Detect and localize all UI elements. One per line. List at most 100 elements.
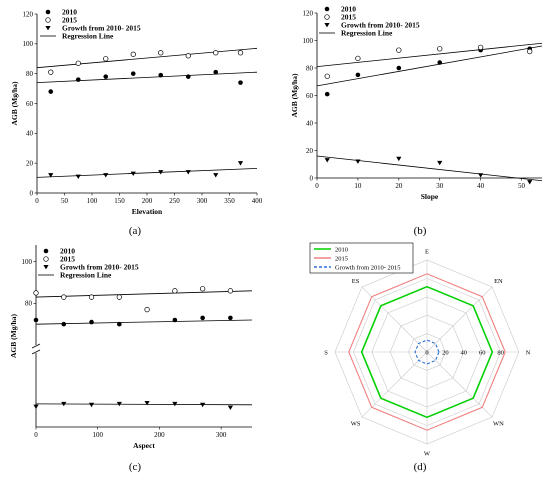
- legend-label: 2015: [60, 255, 75, 264]
- panel-d: N EN E ES S WS W WN 0 20 40 60 80 2010 2015 Growth from…: [309, 242, 531, 457]
- x-tick-label: 350: [224, 197, 235, 205]
- x-tick-label: 250: [169, 197, 180, 205]
- data-point: [227, 288, 234, 294]
- x-tick-label: 100: [87, 197, 98, 205]
- x-tick-label: 30: [436, 182, 444, 190]
- data-point: [61, 401, 67, 407]
- data-point: [355, 72, 361, 78]
- y-tick-label: 0: [30, 189, 34, 197]
- y-tick-label: 120: [23, 10, 34, 18]
- x-tick-label: 300: [197, 197, 208, 205]
- y-tick-label: 60: [26, 100, 34, 108]
- radar-axis-label: S: [324, 349, 328, 356]
- legend-label: Growth from 2010- 2015: [341, 21, 420, 30]
- data-point: [355, 55, 361, 62]
- regression-line: [35, 290, 253, 298]
- x-tick-label: 400: [252, 197, 263, 205]
- data-point: [130, 71, 136, 76]
- regression-line: [35, 319, 253, 325]
- data-point: [158, 72, 164, 78]
- data-point: [200, 402, 206, 408]
- radar-series-line: [360, 285, 494, 419]
- y-tick-label: 80: [25, 300, 33, 308]
- radar-tick-label: 0: [425, 349, 428, 356]
- data-point: [61, 294, 67, 300]
- y-tick-label: 60: [306, 92, 314, 100]
- y-axis-label: AGB (Mg/ha): [10, 81, 19, 125]
- panel-label-c: (c): [129, 461, 142, 473]
- data-point: [185, 74, 191, 79]
- data-point: [75, 174, 81, 179]
- panel-label-b: (b): [414, 225, 427, 237]
- legend-label: Growth from 2010- 2015: [335, 264, 401, 271]
- legend-marker: [324, 14, 330, 20]
- legend-marker: [45, 26, 51, 31]
- legend-marker: [324, 23, 330, 28]
- data-point: [396, 65, 402, 71]
- panel-label-d: (d): [414, 461, 427, 473]
- data-point: [88, 294, 95, 300]
- x-tick-label: 20: [395, 182, 403, 190]
- legend-label: Regression Line: [341, 29, 393, 38]
- y-tick-label: 100: [22, 258, 33, 266]
- radar-axis-label: E: [425, 248, 429, 255]
- regression-line: [36, 167, 258, 178]
- x-axis-label: Aspect: [133, 441, 155, 450]
- data-point: [477, 44, 484, 51]
- radar-tick-label: 20: [442, 349, 449, 356]
- x-tick-label: 100: [92, 431, 103, 439]
- radar-axis-label: N: [526, 349, 531, 356]
- radar-series-line: [348, 273, 506, 431]
- data-point: [437, 46, 443, 52]
- data-point: [89, 319, 94, 325]
- radar-legend: 2010 2015 Growth from 2010- 2015: [309, 242, 414, 274]
- data-point: [158, 170, 164, 175]
- y-tick-label: 100: [303, 37, 314, 45]
- radar-axis-label: WS: [351, 421, 361, 428]
- legend-label: Growth from 2010- 2015: [62, 24, 141, 33]
- data-point: [213, 50, 219, 56]
- x-tick-label: 0: [35, 197, 39, 205]
- data-point: [355, 159, 361, 164]
- data-point: [88, 402, 95, 408]
- radar-spoke: [361, 351, 428, 418]
- legend-label: 2015: [62, 16, 77, 25]
- data-point: [116, 294, 122, 300]
- legend-label: 2015: [341, 13, 356, 22]
- data-point: [103, 56, 109, 62]
- regression-line: [316, 42, 543, 68]
- axis-break-mark: [31, 349, 41, 355]
- data-point: [172, 288, 178, 294]
- legend-label: 2010: [341, 5, 356, 14]
- radar-spoke: [426, 351, 493, 418]
- data-point: [33, 290, 39, 296]
- data-point: [103, 173, 109, 178]
- x-tick-label: 10: [354, 182, 362, 190]
- legend-label: Regression Line: [62, 32, 114, 41]
- radar-spoke: [361, 286, 428, 353]
- legend-marker: [45, 17, 51, 23]
- radar-tick-label: 40: [461, 349, 468, 356]
- data-point: [228, 315, 233, 321]
- x-tick-label: 40: [477, 182, 485, 190]
- y-tick-label: 120: [303, 9, 314, 17]
- data-point: [237, 161, 244, 166]
- legend-label: 2010: [335, 246, 348, 253]
- data-point: [48, 89, 54, 94]
- x-tick-label: 150: [114, 197, 125, 205]
- data-point: [75, 60, 81, 66]
- legend-label: Regression Line: [60, 271, 112, 280]
- legend-marker: [43, 265, 49, 270]
- x-tick-label: 200: [154, 431, 165, 439]
- data-point: [33, 404, 39, 410]
- legend-marker: [324, 6, 330, 12]
- data-point: [48, 69, 54, 75]
- data-point: [130, 51, 136, 57]
- legend-marker: [43, 248, 49, 254]
- data-point: [396, 156, 402, 162]
- data-point: [213, 173, 219, 178]
- x-tick-label: 200: [142, 197, 153, 205]
- radar-series-line: [414, 339, 440, 365]
- regression-line: [35, 403, 253, 406]
- data-point: [437, 60, 443, 65]
